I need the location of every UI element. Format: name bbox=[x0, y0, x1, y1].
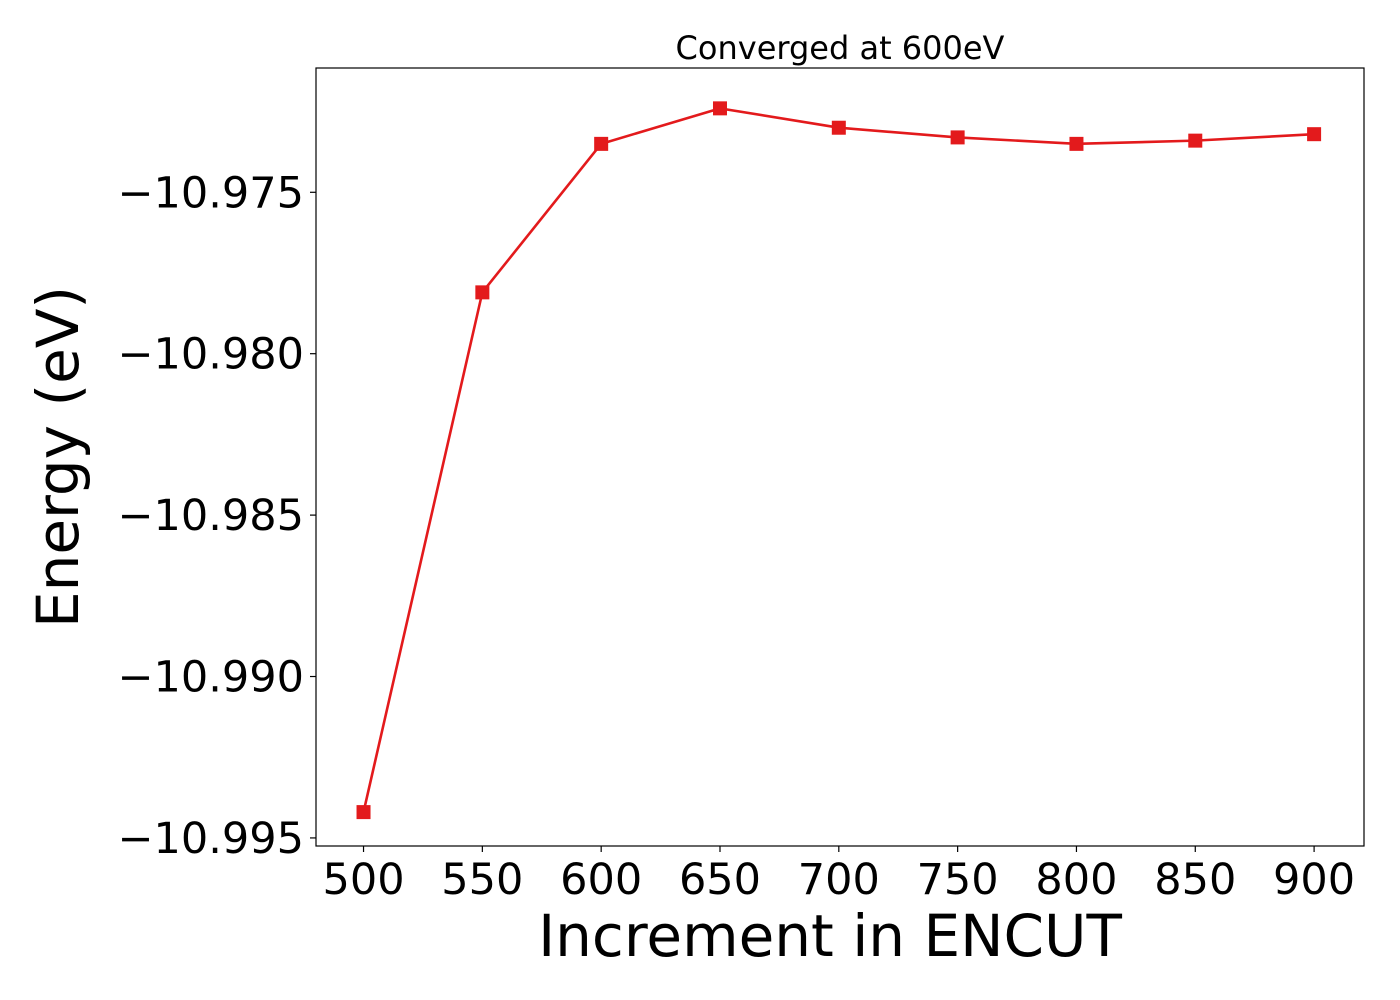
x-tick-label: 800 bbox=[1035, 855, 1117, 905]
y-axis-ticks: −10.975 −10.980 −10.985 −10.990 −10.995 bbox=[118, 168, 316, 864]
x-tick-label: 700 bbox=[798, 855, 880, 905]
data-point-marker bbox=[594, 136, 609, 151]
data-point-marker bbox=[356, 805, 371, 820]
y-tick-label: −10.990 bbox=[118, 653, 305, 703]
x-axis-label: Increment in ENCUT bbox=[538, 902, 1122, 970]
y-tick-label: −10.975 bbox=[118, 168, 305, 218]
x-axis-ticks: 500 550 600 650 700 750 800 850 900 bbox=[322, 846, 1355, 905]
x-tick-label: 600 bbox=[560, 855, 642, 905]
series-layer bbox=[356, 101, 1322, 820]
y-tick-label: −10.985 bbox=[118, 491, 305, 541]
y-tick-label: −10.980 bbox=[118, 330, 305, 380]
data-point-marker bbox=[831, 120, 846, 135]
x-tick-label: 550 bbox=[441, 855, 523, 905]
x-tick-label: 900 bbox=[1273, 855, 1355, 905]
chart-title: Converged at 600eV bbox=[676, 29, 1005, 67]
x-tick-label: 500 bbox=[322, 855, 404, 905]
x-tick-label: 850 bbox=[1154, 855, 1236, 905]
data-point-marker bbox=[712, 101, 727, 116]
plot-area-frame bbox=[315, 67, 1365, 847]
x-tick-label: 650 bbox=[679, 855, 761, 905]
data-point-marker bbox=[1069, 136, 1084, 151]
data-point-marker bbox=[475, 285, 490, 300]
data-point-marker bbox=[1307, 127, 1322, 142]
x-tick-label: 750 bbox=[917, 855, 999, 905]
data-point-marker bbox=[950, 130, 965, 145]
y-axis-label: Energy (eV) bbox=[24, 286, 92, 628]
data-point-marker bbox=[1188, 133, 1203, 148]
energy-series-line bbox=[362, 107, 1315, 813]
y-tick-label: −10.995 bbox=[118, 814, 305, 864]
